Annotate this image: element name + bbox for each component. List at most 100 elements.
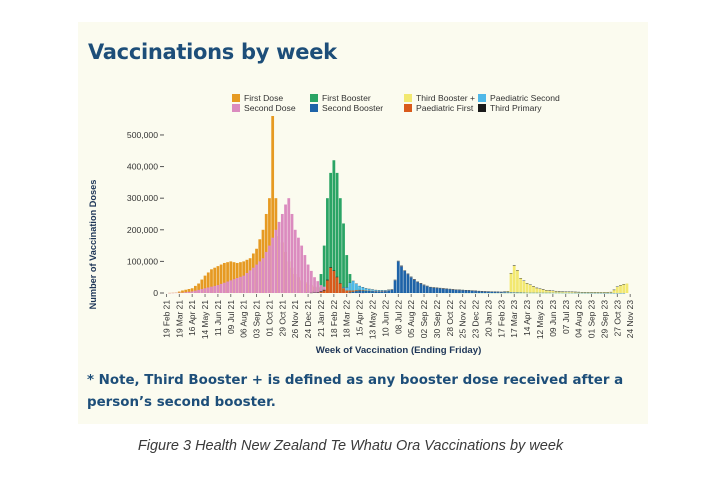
bar-segment: [364, 288, 368, 291]
bar-segment: [226, 262, 229, 293]
bar-segment: [355, 283, 358, 291]
bar-segment: [429, 287, 432, 293]
bar-segment: [251, 267, 255, 293]
x-tick-label: 20 Jan 23: [483, 300, 493, 337]
legend-label: Paediatric First: [416, 103, 474, 113]
x-tick-label: 18 Mar 22: [342, 300, 352, 338]
bar-segment: [258, 261, 262, 293]
x-tick-label: 24 Nov 23: [625, 300, 635, 339]
x-tick-label: 19 Mar 21: [174, 300, 184, 338]
bar-segment: [612, 289, 616, 293]
x-tick-label: 05 Aug 22: [406, 300, 416, 338]
x-tick-label: 02 Sep 22: [419, 300, 429, 339]
bar-segment: [367, 290, 371, 293]
x-tick-label: 25 Nov 22: [458, 300, 468, 339]
bar-segment: [232, 262, 236, 293]
legend-item: First Dose: [232, 93, 296, 103]
bar-segment: [519, 278, 523, 293]
bar-segment: [351, 280, 355, 291]
x-tick-label: 04 Aug 23: [574, 300, 584, 338]
bar-segment: [425, 286, 429, 293]
x-tick-label: 08 Jul 22: [393, 300, 403, 334]
bar-segment: [184, 292, 188, 293]
bar-segment: [216, 266, 220, 293]
bar-segment: [522, 280, 526, 293]
bar-segment: [625, 283, 629, 293]
bar-segment: [512, 292, 516, 293]
legend-label: Second Booster: [322, 103, 384, 113]
bar-segment: [596, 292, 600, 293]
bar-segment: [474, 290, 477, 293]
bar-segment: [351, 290, 355, 292]
bar-segment: [448, 289, 452, 293]
bar-segment: [342, 223, 345, 293]
bar-segment: [496, 291, 500, 293]
bar-segment: [248, 270, 252, 293]
bar-segment: [371, 289, 374, 291]
bar-segment: [384, 291, 387, 293]
bar-segment: [316, 281, 320, 293]
legend-item: First Booster: [310, 93, 383, 103]
bar-segment: [319, 291, 323, 293]
bar-segment: [280, 213, 284, 293]
x-tick-label: 15 Apr 22: [355, 300, 365, 336]
bar-segment: [348, 282, 352, 291]
legend-item: Second Booster: [310, 103, 383, 113]
bar-segment: [422, 285, 426, 293]
x-tick-label: 13 May 22: [368, 300, 378, 339]
bar-segment: [503, 292, 506, 293]
bar-segment: [181, 290, 184, 293]
legend-swatch: [478, 94, 486, 102]
bar-segment: [570, 291, 574, 293]
bar-segment: [416, 281, 419, 293]
bar-segment: [284, 204, 287, 293]
bar-segment: [200, 279, 204, 293]
bar-segment: [203, 288, 207, 293]
chart-title: Vaccinations by week: [88, 40, 337, 64]
bar-segment: [377, 290, 381, 292]
bar-segment: [261, 258, 265, 293]
bar-segment: [403, 270, 407, 294]
legend-label: Third Primary: [490, 103, 542, 113]
footnote: * Note, Third Booster + is defined as an…: [87, 373, 624, 410]
bar-segment: [358, 290, 362, 293]
bar-segment: [512, 265, 516, 293]
bar-segment: [242, 275, 246, 293]
legend-item: Third Primary: [478, 103, 560, 113]
x-tick-label: 21 Jan 22: [316, 300, 326, 337]
bar-segment: [264, 251, 268, 293]
bar-segment: [322, 290, 326, 293]
bar-segment: [371, 291, 374, 293]
bar-segment: [477, 291, 481, 293]
bar-segment: [326, 280, 329, 293]
bar-segment: [197, 283, 200, 293]
bar-segment: [396, 261, 400, 293]
bar-segment: [384, 290, 387, 291]
bar-segment: [213, 285, 217, 293]
bar-segment: [348, 292, 352, 293]
legend-swatch: [404, 104, 412, 112]
x-tick-label: 19 Feb 21: [161, 300, 171, 338]
bar-segment: [326, 279, 329, 281]
bar-segment: [412, 279, 416, 293]
legend-swatch: [310, 94, 318, 102]
x-tick-label: 24 Dec 21: [303, 300, 313, 339]
legend-swatch: [232, 104, 240, 112]
bar-segment: [235, 277, 239, 293]
legend-swatch: [232, 94, 240, 102]
bar-segment: [493, 291, 497, 293]
bar-segment: [490, 291, 494, 293]
figure-panel: [78, 22, 648, 424]
bar-segment: [438, 288, 442, 293]
bar-segment: [348, 290, 352, 293]
bar-segment: [213, 267, 217, 293]
bar-segment: [245, 272, 249, 293]
bar-segment: [322, 245, 326, 293]
bar-segment: [222, 262, 226, 293]
bar-segment: [551, 290, 555, 293]
bar-segment: [435, 287, 439, 293]
bar-segment: [309, 270, 313, 294]
bar-segment: [390, 289, 394, 293]
bar-segment: [464, 290, 468, 293]
x-tick-label: 03 Sep 21: [252, 300, 262, 339]
